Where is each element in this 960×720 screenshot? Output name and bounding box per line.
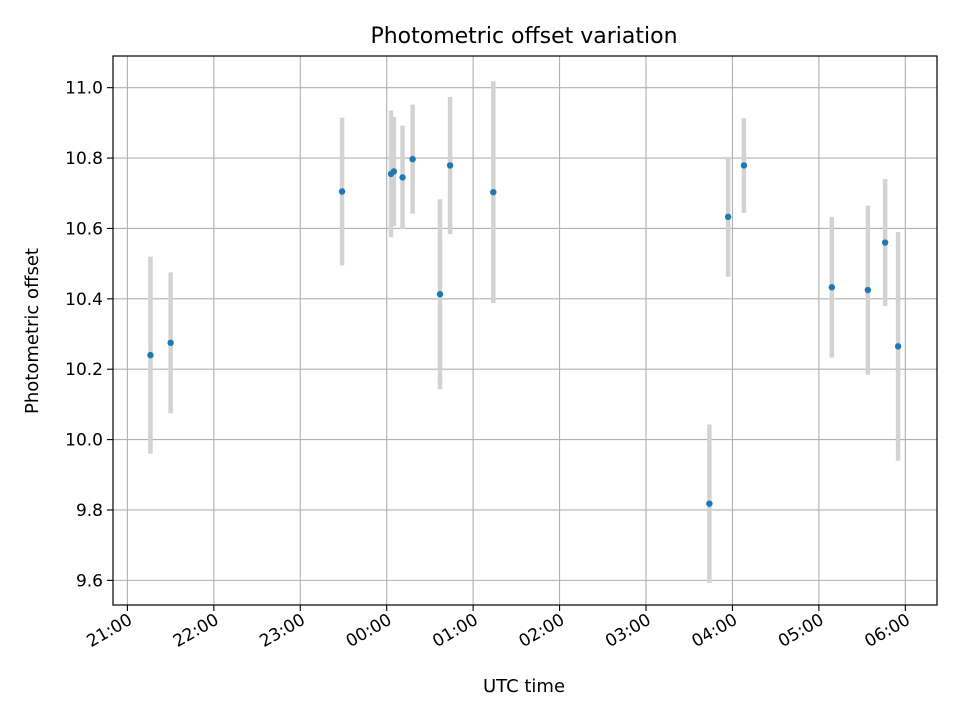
data-point bbox=[740, 162, 748, 169]
data-point bbox=[167, 339, 174, 347]
data-point bbox=[147, 351, 154, 359]
data-point bbox=[446, 162, 454, 169]
x-tick-label: 04:00 bbox=[689, 610, 741, 652]
data-point bbox=[338, 188, 346, 195]
y-tick-label: 10.6 bbox=[65, 219, 103, 239]
data-point bbox=[881, 239, 889, 246]
data-point bbox=[490, 188, 497, 196]
data-point bbox=[399, 174, 406, 181]
data-point bbox=[894, 343, 902, 350]
data-point bbox=[864, 286, 872, 294]
y-tick-label: 11.0 bbox=[65, 79, 103, 99]
y-axis-ticks: 9.6 9.8 10.0 10.2 10.4 10.6 10.8 11.0 bbox=[65, 79, 113, 591]
x-tick-label: 02:00 bbox=[516, 610, 568, 652]
x-tick-label: 05:00 bbox=[775, 610, 827, 652]
chart-title: Photometric offset variation bbox=[370, 24, 677, 49]
data-points bbox=[147, 155, 902, 507]
y-axis-label: Photometric offset bbox=[22, 248, 43, 414]
y-tick-label: 10.0 bbox=[65, 431, 103, 451]
y-tick-label: 9.6 bbox=[76, 571, 103, 591]
x-tick-label: 23:00 bbox=[256, 610, 308, 652]
data-point bbox=[706, 500, 713, 507]
data-point bbox=[390, 168, 398, 175]
data-point bbox=[436, 291, 444, 298]
x-tick-label: 03:00 bbox=[602, 610, 654, 652]
data-point bbox=[409, 155, 416, 163]
grid bbox=[113, 56, 937, 605]
x-tick-label: 21:00 bbox=[83, 610, 135, 652]
x-tick-label: 06:00 bbox=[861, 610, 913, 652]
y-tick-label: 10.4 bbox=[65, 290, 103, 310]
x-tick-label: 00:00 bbox=[343, 610, 395, 652]
x-axis-ticks: 21:00 22:00 23:00 00:00 01:00 02:00 03:00 04:00… bbox=[83, 605, 914, 652]
plot-frame bbox=[112, 55, 938, 606]
x-axis-label: UTC time bbox=[483, 676, 565, 697]
data-point bbox=[724, 213, 732, 221]
data-point bbox=[828, 284, 836, 291]
y-tick-label: 10.2 bbox=[65, 360, 103, 380]
errorbars bbox=[148, 81, 901, 583]
y-tick-label: 9.8 bbox=[76, 501, 103, 521]
x-tick-label: 22:00 bbox=[170, 610, 222, 652]
x-tick-label: 01:00 bbox=[429, 610, 481, 652]
y-tick-label: 10.8 bbox=[65, 149, 103, 169]
